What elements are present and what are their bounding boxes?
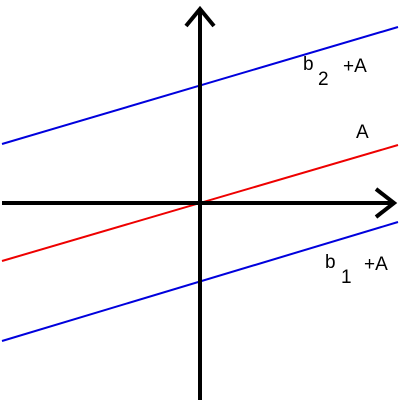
- lower-label-suffix: +A: [364, 254, 388, 275]
- upper-label-subscript: 2: [318, 69, 329, 90]
- upper-label-suffix: +A: [343, 56, 367, 77]
- y-axis-arrow: [184, 5, 216, 28]
- lower-label-base: b: [325, 252, 336, 273]
- x-axis-arrow: [374, 187, 398, 219]
- middle-label: A: [356, 122, 369, 143]
- upper-label-base: b: [303, 54, 314, 75]
- lower-label-subscript: 1: [341, 267, 352, 288]
